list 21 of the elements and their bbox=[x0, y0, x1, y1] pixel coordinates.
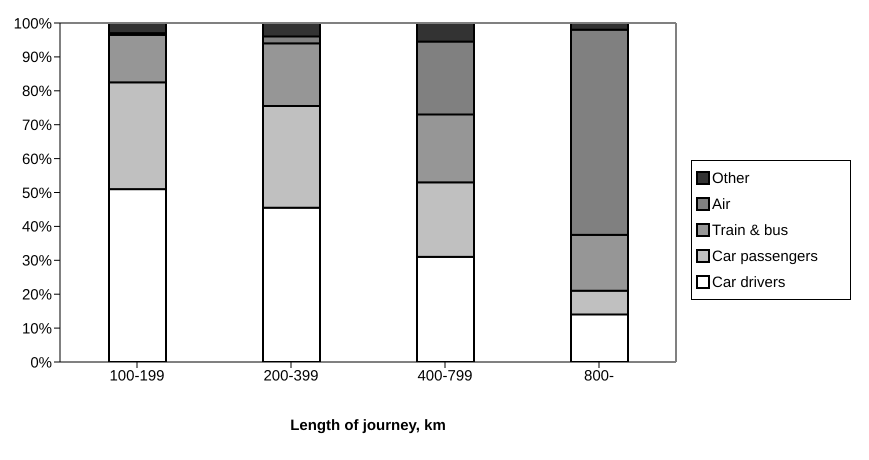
y-tick-label: 0% bbox=[30, 354, 52, 372]
y-tick-label: 30% bbox=[22, 252, 52, 270]
legend-label: Air bbox=[712, 196, 730, 212]
y-tick-label: 70% bbox=[22, 117, 52, 134]
y-tick-label: 20% bbox=[22, 286, 52, 304]
y-tick-label: 90% bbox=[22, 49, 52, 66]
x-tick-label: 100-199 bbox=[109, 368, 165, 385]
legend-label: Other bbox=[712, 170, 750, 186]
y-tick-label: 40% bbox=[22, 218, 52, 236]
y-tick-label: 60% bbox=[22, 150, 52, 168]
legend-label: Car drivers bbox=[712, 274, 786, 290]
x-tick-label: 800- bbox=[584, 368, 614, 385]
y-tick-label: 50% bbox=[22, 184, 52, 202]
x-tick-label: 200-399 bbox=[263, 368, 319, 385]
y-tick-label: 80% bbox=[22, 83, 52, 100]
y-tick-label: 10% bbox=[22, 320, 52, 338]
x-axis-title: Length of journey, km bbox=[290, 417, 446, 434]
legend-label: Car passengers bbox=[712, 248, 818, 264]
legend-label: Train & bus bbox=[712, 222, 788, 238]
x-tick-label: 400-799 bbox=[417, 368, 473, 385]
y-tick-label: 100% bbox=[14, 15, 52, 32]
